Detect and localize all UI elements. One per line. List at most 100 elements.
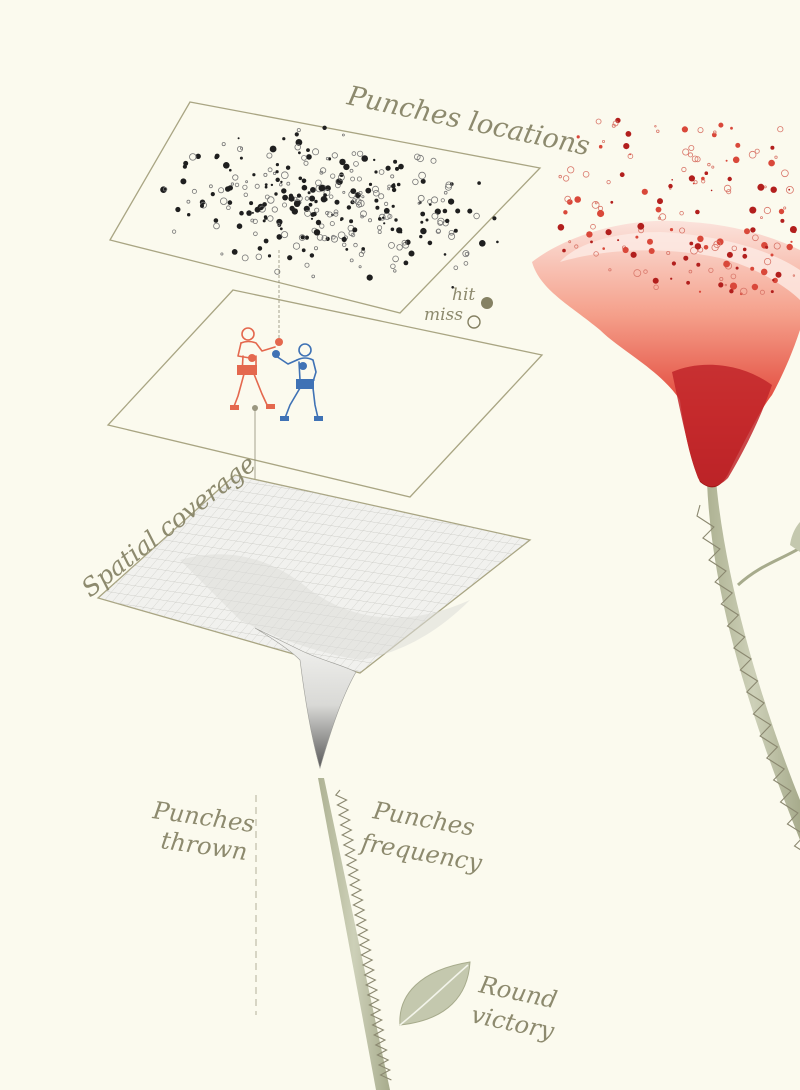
- miss-dot: [367, 218, 372, 223]
- flower-hit-dot: [668, 183, 673, 189]
- flower-miss-dot: [697, 127, 704, 134]
- miss-dot: [254, 183, 260, 189]
- flower-miss-dot: [564, 195, 571, 203]
- flower-miss-dot: [691, 155, 699, 163]
- miss-dot: [356, 176, 362, 182]
- miss-dot: [311, 274, 316, 279]
- miss-dot: [390, 263, 396, 269]
- miss-dot: [396, 244, 403, 251]
- miss-dot: [473, 212, 480, 220]
- flower-miss-dot: [726, 189, 732, 195]
- miss-dot: [463, 261, 469, 266]
- punch-dots-cloud: [160, 125, 499, 289]
- flower-miss-dot: [752, 234, 759, 242]
- hit-dot: [309, 195, 316, 202]
- miss-dot: [303, 160, 309, 166]
- hit-dot: [420, 227, 427, 235]
- flower-hit-dot: [688, 175, 696, 182]
- hit-dot: [391, 183, 396, 189]
- flower-hit-dot: [749, 206, 757, 214]
- miss-dot: [358, 265, 362, 269]
- miss-dot: [304, 209, 312, 217]
- miss-dot: [313, 246, 318, 251]
- miss-dot: [377, 225, 383, 231]
- flower-miss-dot: [590, 223, 596, 230]
- hit-dot: [227, 185, 233, 191]
- hit-dot: [391, 204, 395, 208]
- hit-dot: [366, 274, 373, 281]
- miss-dot: [304, 196, 310, 201]
- hit-dot: [383, 222, 386, 225]
- hit-dot: [420, 220, 424, 224]
- hit-dot: [282, 194, 288, 201]
- hit-dot: [323, 193, 327, 198]
- hit-dot: [477, 181, 481, 185]
- hit-dot: [175, 206, 181, 213]
- miss-dot: [444, 183, 452, 191]
- flower-hit-dot: [557, 224, 565, 231]
- miss-dot: [319, 223, 325, 229]
- miss-dot: [342, 190, 346, 194]
- miss-dot: [387, 213, 393, 219]
- flower-miss-dot: [679, 227, 686, 234]
- hit-dot: [455, 208, 461, 214]
- flower-miss-dot: [681, 166, 687, 173]
- flower-hit-dot: [622, 246, 629, 254]
- hit-dot: [334, 199, 340, 205]
- flower-miss-dot: [724, 283, 728, 287]
- hit-dot: [223, 162, 230, 169]
- flower-hit-dot: [692, 182, 695, 185]
- flower-miss-dot: [694, 156, 701, 163]
- flower-hit-dot: [786, 243, 793, 251]
- flower-miss-dot: [688, 144, 695, 151]
- hit-dot: [251, 211, 254, 214]
- hit-dot: [312, 211, 317, 217]
- miss-dot: [431, 212, 439, 220]
- miss-dot: [427, 199, 433, 205]
- miss-dot: [226, 205, 231, 211]
- miss-dot: [221, 142, 226, 147]
- hit-dot: [270, 183, 274, 187]
- hit-dot: [343, 163, 350, 171]
- flower-miss-dot: [730, 273, 737, 280]
- flower-hit-dot: [681, 126, 689, 133]
- hit-dot: [269, 145, 277, 153]
- hit-dot: [287, 255, 293, 261]
- miss-dot: [372, 189, 380, 197]
- miss-dot: [393, 269, 397, 273]
- flower-hit-dot: [780, 218, 785, 223]
- punches-locations-label: Punches locations: [344, 80, 593, 162]
- hit-dot: [249, 201, 254, 206]
- hit-dot: [427, 240, 433, 246]
- flower-hit-dot: [723, 260, 730, 268]
- hit-dot: [398, 163, 404, 170]
- flower-hit-dot: [703, 245, 709, 250]
- hit-dot: [257, 246, 263, 251]
- hit-dot: [374, 198, 379, 203]
- hit-dot: [276, 234, 283, 240]
- flower-miss-dot: [562, 175, 570, 182]
- hit-dot: [354, 192, 361, 199]
- miss-dot: [186, 199, 191, 204]
- flower-miss-dot: [759, 289, 765, 295]
- hit-dot: [306, 154, 312, 160]
- flower-miss-dot: [731, 245, 737, 251]
- flower-hit-dot: [590, 240, 593, 244]
- miss-dot: [361, 195, 365, 199]
- hit-dot: [467, 208, 473, 214]
- miss-dot: [436, 228, 441, 234]
- red-flower-dots: [557, 117, 797, 296]
- flower-hit-dot: [775, 271, 782, 278]
- flower-hit-dot: [566, 199, 573, 205]
- flower-hit-dot: [772, 278, 775, 282]
- miss-dot: [330, 173, 336, 179]
- miss-dot: [243, 192, 248, 197]
- flower-hit-dot: [598, 144, 603, 149]
- hit-dot: [263, 238, 269, 244]
- hit-dot: [350, 188, 357, 195]
- hit-dot: [361, 247, 366, 251]
- flower-hit-dot: [750, 227, 756, 233]
- flower-miss-dot: [653, 284, 659, 290]
- hit-dot: [341, 236, 347, 242]
- miss-dot: [337, 231, 346, 240]
